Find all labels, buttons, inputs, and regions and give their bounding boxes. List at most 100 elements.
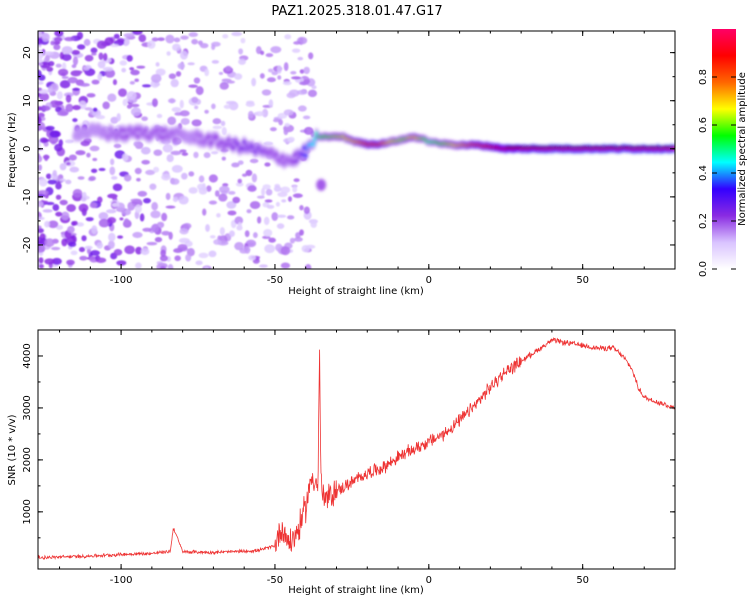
- speckle-blob: [107, 93, 117, 102]
- speckle-blob: [179, 50, 188, 60]
- speckle-blob: [134, 167, 142, 175]
- speckle-blob: [177, 62, 185, 70]
- speckle-blob: [249, 201, 261, 210]
- speckle-blob: [59, 178, 66, 182]
- speckle-blob: [237, 160, 244, 165]
- speckle-blob: [136, 177, 141, 182]
- speckle-blob: [289, 237, 296, 244]
- speckle-blob: [98, 218, 110, 228]
- speckle-blob: [277, 75, 282, 80]
- speckle-blob: [172, 196, 179, 203]
- speckle-blob: [66, 259, 75, 266]
- speckle-blob: [310, 221, 317, 228]
- speckle-blob: [141, 159, 150, 165]
- speckle-blob: [299, 69, 305, 74]
- snr-plot-area: [38, 330, 675, 569]
- speckle-blob: [302, 115, 311, 120]
- speckle-blob: [292, 185, 298, 193]
- speckle-blob: [132, 31, 143, 35]
- speckle-blob: [38, 257, 44, 264]
- x-tick-label: -50: [267, 575, 283, 586]
- speckle-blob: [229, 230, 235, 238]
- speckle-blob: [38, 155, 43, 163]
- speckle-blob: [154, 237, 163, 243]
- speckle-blob: [91, 52, 97, 56]
- speckle-blob: [55, 182, 62, 190]
- x-tick-label: -100: [110, 575, 133, 586]
- speckle-blob: [147, 40, 156, 49]
- speckle-blob: [138, 34, 147, 43]
- speckle-blob: [38, 37, 42, 45]
- background-speckle: [38, 31, 318, 269]
- speckle-blob: [107, 240, 115, 249]
- speckle-blob: [112, 183, 123, 192]
- speckle-blob: [65, 94, 72, 103]
- speckle-blob: [167, 116, 177, 126]
- speckle-blob: [304, 264, 312, 269]
- speckle-blob: [165, 192, 171, 201]
- speckle-blob: [64, 36, 75, 42]
- speckle-blob: [283, 128, 289, 136]
- speckle-blob: [191, 96, 199, 104]
- speckle-blob: [248, 255, 257, 261]
- speckle-blob: [268, 99, 274, 108]
- speckle-blob: [271, 71, 279, 76]
- speckle-blob: [271, 212, 279, 221]
- speckle-blob: [237, 221, 243, 230]
- speckle-blob: [92, 157, 98, 162]
- speckle-blob: [112, 79, 118, 86]
- speckle-blob: [293, 41, 301, 45]
- speckle-blob: [130, 107, 142, 117]
- speckle-blob: [238, 48, 244, 55]
- speckle-blob: [166, 154, 174, 163]
- speckle-blob: [76, 31, 84, 40]
- y-tick-label: 10: [22, 94, 33, 107]
- speckle-blob: [65, 139, 74, 144]
- speckle-blob: [111, 202, 120, 207]
- speckle-blob: [208, 174, 218, 183]
- speckle-blob: [226, 201, 237, 209]
- speckle-blob: [146, 241, 158, 246]
- speckle-blob: [231, 162, 240, 168]
- speckle-blob: [51, 257, 62, 265]
- speckle-blob: [211, 59, 220, 64]
- speckle-blob: [234, 73, 243, 80]
- speckle-blob: [46, 66, 54, 72]
- speckle-blob: [98, 52, 104, 61]
- speckle-blob: [280, 246, 291, 256]
- speckle-blob: [151, 37, 159, 42]
- speckle-blob: [73, 70, 83, 74]
- speckle-blob: [103, 53, 108, 61]
- speckle-blob: [90, 168, 98, 173]
- speckle-blob: [245, 169, 253, 177]
- speckle-blob: [213, 239, 222, 245]
- speckle-blob: [154, 82, 161, 87]
- speckle-blob: [253, 232, 258, 239]
- speckle-blob: [256, 195, 265, 199]
- speckle-blob: [38, 236, 43, 245]
- speckle-blob: [166, 51, 171, 56]
- speckle-blob: [175, 71, 182, 77]
- speckle-blob: [38, 112, 45, 119]
- speckle-blob: [104, 37, 114, 46]
- colorbar-gradient: [712, 29, 736, 269]
- speckle-blob: [56, 91, 63, 100]
- speckle-blob: [47, 220, 59, 229]
- speckle-blob: [116, 260, 127, 266]
- speckle-blob: [251, 77, 257, 87]
- speckle-blob: [218, 71, 224, 76]
- speckle-blob: [159, 266, 166, 269]
- speckle-blob: [295, 232, 301, 239]
- speckle-blob: [92, 107, 98, 112]
- speckle-blob: [44, 238, 55, 247]
- speckle-blob: [61, 46, 73, 55]
- speckle-blob: [170, 79, 179, 88]
- speckle-blob: [47, 179, 58, 185]
- ridge-core: [121, 127, 127, 133]
- y-tick-label: 0: [22, 146, 33, 152]
- speckle-blob: [116, 113, 121, 122]
- speckle-blob: [262, 108, 269, 118]
- y-tick-label: 20: [22, 46, 33, 59]
- speckle-blob: [89, 250, 101, 256]
